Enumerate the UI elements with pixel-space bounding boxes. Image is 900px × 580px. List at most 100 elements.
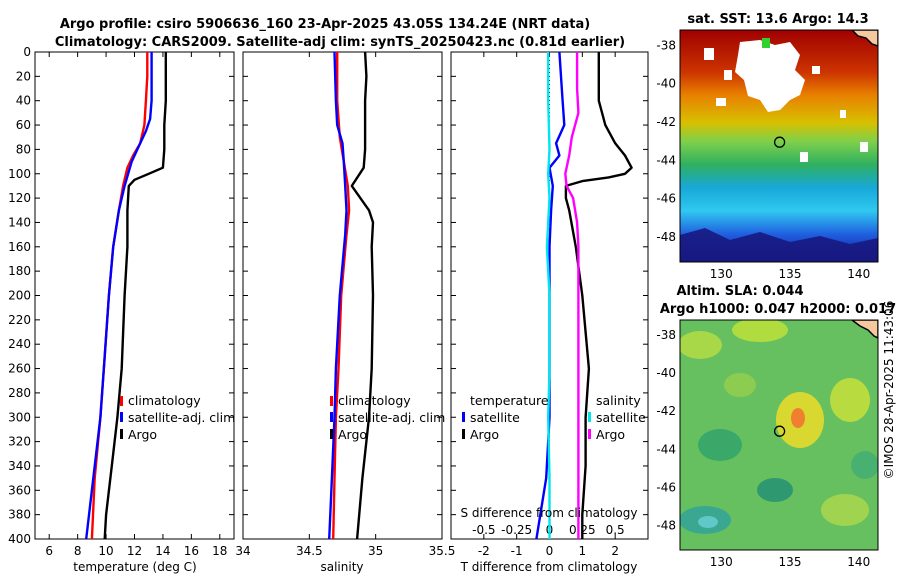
legend-swatch-satellite-adj — [120, 412, 123, 422]
temperature-legend: climatology satellite-adj. clim Argo — [120, 393, 235, 442]
y-tick-label: 80 — [16, 142, 31, 156]
legend-swatch-argo — [120, 429, 123, 439]
x-tick-label: 35 — [368, 544, 383, 558]
map-x-tick-label: 130 — [710, 555, 733, 569]
sla-map — [680, 320, 878, 550]
y-tick-label: 360 — [8, 483, 31, 497]
x-tick-label: 14 — [155, 544, 170, 558]
legend-title-temperature: temperature — [470, 393, 549, 408]
x-tick-label: 0 — [546, 544, 554, 558]
x-tick-label: 8 — [74, 544, 82, 558]
sst-coastline — [850, 30, 878, 47]
x-tick-label: 34 — [235, 544, 250, 558]
y-tick-label: 140 — [8, 215, 31, 229]
y-tick-label: 400 — [8, 532, 31, 546]
y-tick-label: 120 — [8, 191, 31, 205]
legend-label-temp-satellite: satellite — [470, 410, 520, 425]
y-tick-label: 280 — [8, 386, 31, 400]
legend-swatch-climatology — [330, 396, 333, 406]
map-y-tick-label: -48 — [656, 518, 676, 532]
x-tick-label: 16 — [184, 544, 199, 558]
s-difference-tick-label: 0.5 — [606, 523, 625, 537]
sst-map-frame — [679, 29, 879, 263]
legend-label-sal-satellite: satellite — [596, 410, 646, 425]
y-tick-label: 380 — [8, 508, 31, 522]
legend-swatch-temp-argo — [462, 429, 465, 439]
series-argo-line — [103, 52, 168, 540]
sst-map-title: sat. SST: 13.6 Argo: 14.3 — [687, 12, 868, 27]
series-salinity-satellite-line — [545, 52, 551, 539]
legend-label-satellite-adj: satellite-adj. clim — [338, 410, 445, 425]
s-difference-tick-label: -0.5 — [472, 523, 495, 537]
x-tick-label: 1 — [579, 544, 587, 558]
sst-cloud-gaps — [704, 40, 868, 162]
sla-map-title-line2: Argo h1000: 0.047 h2000: 0.017 — [660, 302, 896, 317]
figure-title-line1: Argo profile: csiro 5906636_160 23-Apr-2… — [60, 17, 590, 32]
series-salinity-argo-line — [564, 52, 580, 539]
legend-swatch-temp-satellite — [462, 412, 465, 422]
series-satellite-adj-clim-line — [85, 52, 153, 540]
sst-green-patch — [762, 38, 770, 48]
y-tick-label: 320 — [8, 435, 31, 449]
x-tick-label: 18 — [212, 544, 227, 558]
salinity-xlabel: salinity — [320, 560, 363, 574]
legend-label-climatology: climatology — [338, 393, 411, 408]
x-tick-label: 6 — [45, 544, 53, 558]
legend-swatch-satellite-adj — [330, 412, 333, 422]
map-y-tick-label: -44 — [656, 442, 676, 456]
sla-argo-marker — [773, 425, 786, 437]
y-tick-label: 220 — [8, 313, 31, 327]
y-tick-label: 160 — [8, 240, 31, 254]
map-y-tick-label: -46 — [656, 192, 676, 206]
y-tick-label: 200 — [8, 289, 31, 303]
legend-swatch-climatology — [120, 396, 123, 406]
series-argo-line — [350, 51, 375, 540]
temperature-panel-frame — [34, 51, 235, 540]
legend-swatch-argo — [330, 429, 333, 439]
map-y-tick-label: -40 — [656, 77, 676, 91]
imos-watermark: ©IMOS 28-Apr-2025 11:43:06 — [882, 301, 896, 480]
legend-label-temp-argo: Argo — [470, 427, 499, 442]
y-tick-label: 20 — [16, 69, 31, 83]
map-y-tick-label: -46 — [656, 480, 676, 494]
x-tick-label: 35.5 — [429, 544, 456, 558]
map-x-tick-label: 130 — [710, 267, 733, 281]
y-tick-label: 60 — [16, 118, 31, 132]
temperature-xlabel: temperature (deg C) — [73, 560, 196, 574]
map-y-tick-label: -44 — [656, 153, 676, 167]
map-x-tick-label: 135 — [779, 555, 802, 569]
legend-label-climatology: climatology — [128, 393, 201, 408]
y-tick-label: 240 — [8, 337, 31, 351]
sla-map-frame — [679, 319, 879, 551]
sla-eddies — [680, 320, 878, 534]
salinity-legend: climatology satellite-adj. clim Argo — [330, 393, 445, 442]
y-tick-label: 300 — [8, 410, 31, 424]
x-tick-label: 2 — [611, 544, 619, 558]
y-tick-label: 40 — [16, 94, 31, 108]
map-x-tick-label: 135 — [779, 267, 802, 281]
difference-legend-temperature: temperature satellite Argo — [462, 393, 549, 442]
map-y-tick-label: -42 — [656, 404, 676, 418]
map-y-tick-label: -38 — [656, 38, 676, 52]
map-y-tick-label: -38 — [656, 328, 676, 342]
sla-coastline — [850, 320, 878, 339]
map-y-tick-label: -40 — [656, 366, 676, 380]
y-tick-label: 0 — [23, 45, 31, 59]
legend-label-sal-argo: Argo — [596, 427, 625, 442]
figure-title-line2: Climatology: CARS2009. Satellite-adj cli… — [55, 35, 625, 50]
map-x-tick-label: 140 — [847, 267, 870, 281]
series-temperature-argo-line — [564, 52, 633, 539]
difference-legend-salinity: salinity satellite Argo — [588, 393, 646, 442]
y-tick-label: 260 — [8, 362, 31, 376]
sst-map — [680, 30, 878, 262]
x-tick-label: -2 — [478, 544, 490, 558]
x-tick-label: 12 — [127, 544, 142, 558]
salinity-panel-frame — [242, 51, 443, 540]
sst-cold-pool — [680, 228, 878, 262]
x-tick-label: 34.5 — [296, 544, 323, 558]
x-tick-label: -1 — [511, 544, 523, 558]
legend-label-argo: Argo — [338, 427, 367, 442]
s-difference-tick-label: -0.25 — [501, 523, 532, 537]
legend-swatch-sal-satellite — [588, 412, 591, 422]
